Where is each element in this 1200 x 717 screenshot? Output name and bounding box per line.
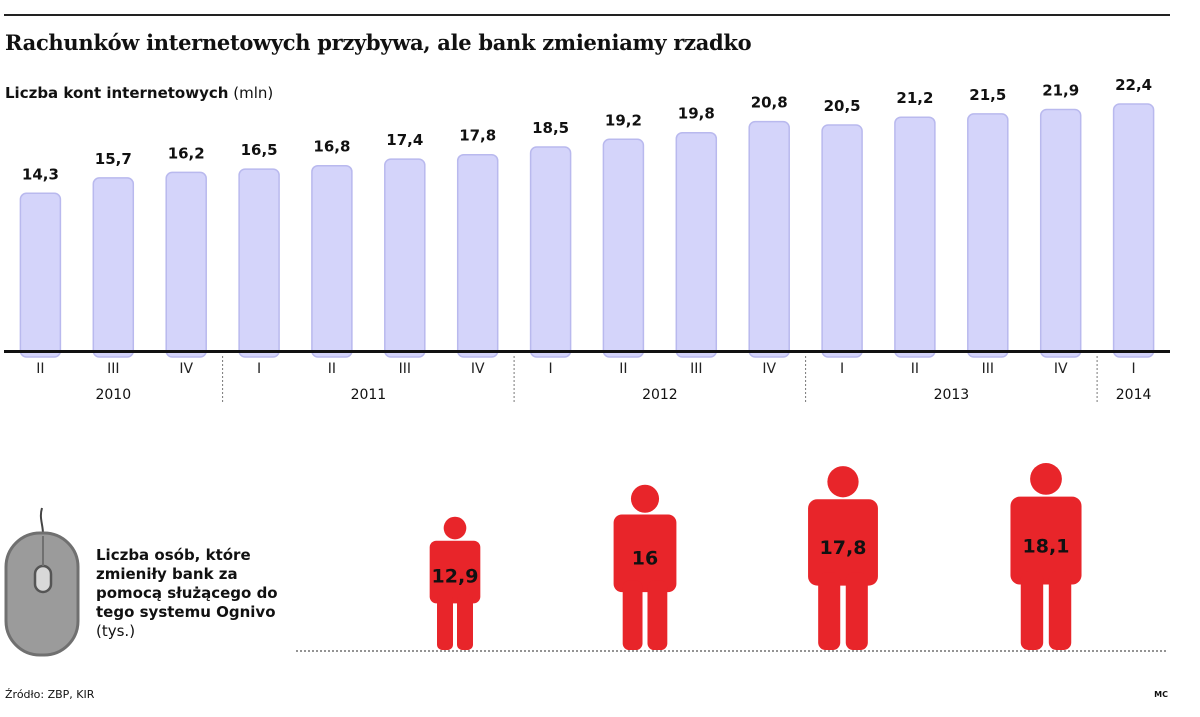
bar-chart-subtitle-unit: (mln) bbox=[233, 84, 274, 102]
bar bbox=[1112, 103, 1155, 358]
year-label: 2012 bbox=[642, 387, 678, 403]
year-label: 2011 bbox=[351, 387, 387, 403]
bar bbox=[19, 192, 62, 358]
bar bbox=[456, 153, 499, 358]
bar bbox=[529, 146, 572, 358]
quarter-tick-label: II bbox=[619, 361, 627, 377]
quarter-tick-label: IV bbox=[762, 361, 776, 377]
person-value-label: 17,8 bbox=[820, 537, 867, 559]
mouse-body bbox=[4, 531, 80, 657]
bar-value-label: 19,2 bbox=[605, 111, 642, 129]
year-label: 2014 bbox=[1116, 387, 1152, 403]
mouse-cable bbox=[39, 507, 44, 535]
bar-value-label: 20,5 bbox=[824, 97, 861, 115]
bar-value-label: 21,5 bbox=[969, 86, 1006, 104]
bar bbox=[238, 168, 280, 358]
person-figure bbox=[808, 466, 878, 650]
people-caption-unit: (tys.) bbox=[96, 622, 136, 640]
year-label: 2010 bbox=[95, 387, 131, 403]
quarter-tick-label: I bbox=[1132, 361, 1136, 377]
quarter-tick-label: IV bbox=[471, 361, 485, 377]
bar bbox=[894, 116, 936, 358]
bar-value-label: 17,8 bbox=[459, 127, 496, 145]
people-figures: 12,9 16 17,8 18,1 bbox=[429, 463, 1082, 650]
person-figure bbox=[1010, 463, 1082, 650]
bar-chart: 14,3II15,7III16,2IV16,5I16,8II17,4III17,… bbox=[4, 76, 1170, 404]
quarter-tick-label: III bbox=[107, 361, 119, 377]
chart-title: Rachunków internetowych przybywa, ale ba… bbox=[5, 30, 752, 55]
bar-value-label: 20,8 bbox=[751, 94, 788, 112]
bar-value-label: 14,3 bbox=[22, 165, 59, 183]
quarter-tick-label: III bbox=[399, 361, 411, 377]
bar-value-label: 16,8 bbox=[313, 138, 350, 156]
bar bbox=[384, 158, 426, 358]
bar-chart-subtitle-label: Liczba kont internetowych bbox=[5, 84, 229, 102]
person-value-label: 18,1 bbox=[1023, 535, 1070, 557]
bar-value-label: 16,2 bbox=[168, 144, 205, 162]
quarter-tick-label: I bbox=[257, 361, 261, 377]
quarter-tick-label: III bbox=[690, 361, 702, 377]
bar bbox=[967, 113, 1009, 358]
bar bbox=[821, 124, 863, 358]
bar-value-label: 16,5 bbox=[241, 141, 278, 159]
quarter-tick-label: II bbox=[36, 361, 44, 377]
bar-value-label: 21,9 bbox=[1042, 82, 1079, 100]
year-label: 2013 bbox=[934, 387, 970, 403]
person-figure bbox=[429, 516, 481, 650]
bar-value-label: 15,7 bbox=[95, 150, 132, 168]
person-value-label: 16 bbox=[632, 547, 658, 569]
top-rule bbox=[4, 14, 1170, 16]
people-caption-text: Liczba osób, które zmieniły bank za pomo… bbox=[96, 546, 278, 621]
bar bbox=[92, 177, 135, 358]
people-caption: Liczba osób, które zmieniły bank za pomo… bbox=[96, 546, 306, 641]
quarter-tick-label: I bbox=[840, 361, 844, 377]
computer-mouse-icon bbox=[4, 507, 80, 657]
person-figure bbox=[613, 484, 677, 650]
quarter-tick-label: I bbox=[549, 361, 553, 377]
quarter-tick-label: II bbox=[911, 361, 919, 377]
quarter-tick-label: III bbox=[982, 361, 994, 377]
author-initials: MC bbox=[1154, 690, 1168, 699]
quarter-tick-label: II bbox=[328, 361, 336, 377]
bar bbox=[748, 120, 790, 358]
mouse-wheel bbox=[33, 564, 53, 594]
bar-value-label: 19,8 bbox=[678, 105, 715, 123]
bar bbox=[675, 131, 718, 358]
bar bbox=[602, 138, 645, 358]
person-value-label: 12,9 bbox=[432, 565, 479, 587]
bar bbox=[311, 164, 353, 358]
bar-value-label: 17,4 bbox=[386, 131, 423, 149]
bar bbox=[165, 171, 207, 358]
quarter-tick-label: IV bbox=[179, 361, 193, 377]
quarter-tick-label: IV bbox=[1054, 361, 1068, 377]
bar-value-label: 18,5 bbox=[532, 119, 569, 137]
source-note: Źródło: ZBP, KIR bbox=[5, 688, 95, 701]
bar bbox=[1039, 108, 1082, 358]
bar-value-label: 22,4 bbox=[1115, 76, 1152, 94]
bar-value-label: 21,2 bbox=[896, 89, 933, 107]
bar-chart-subtitle: Liczba kont internetowych (mln) bbox=[5, 84, 273, 102]
